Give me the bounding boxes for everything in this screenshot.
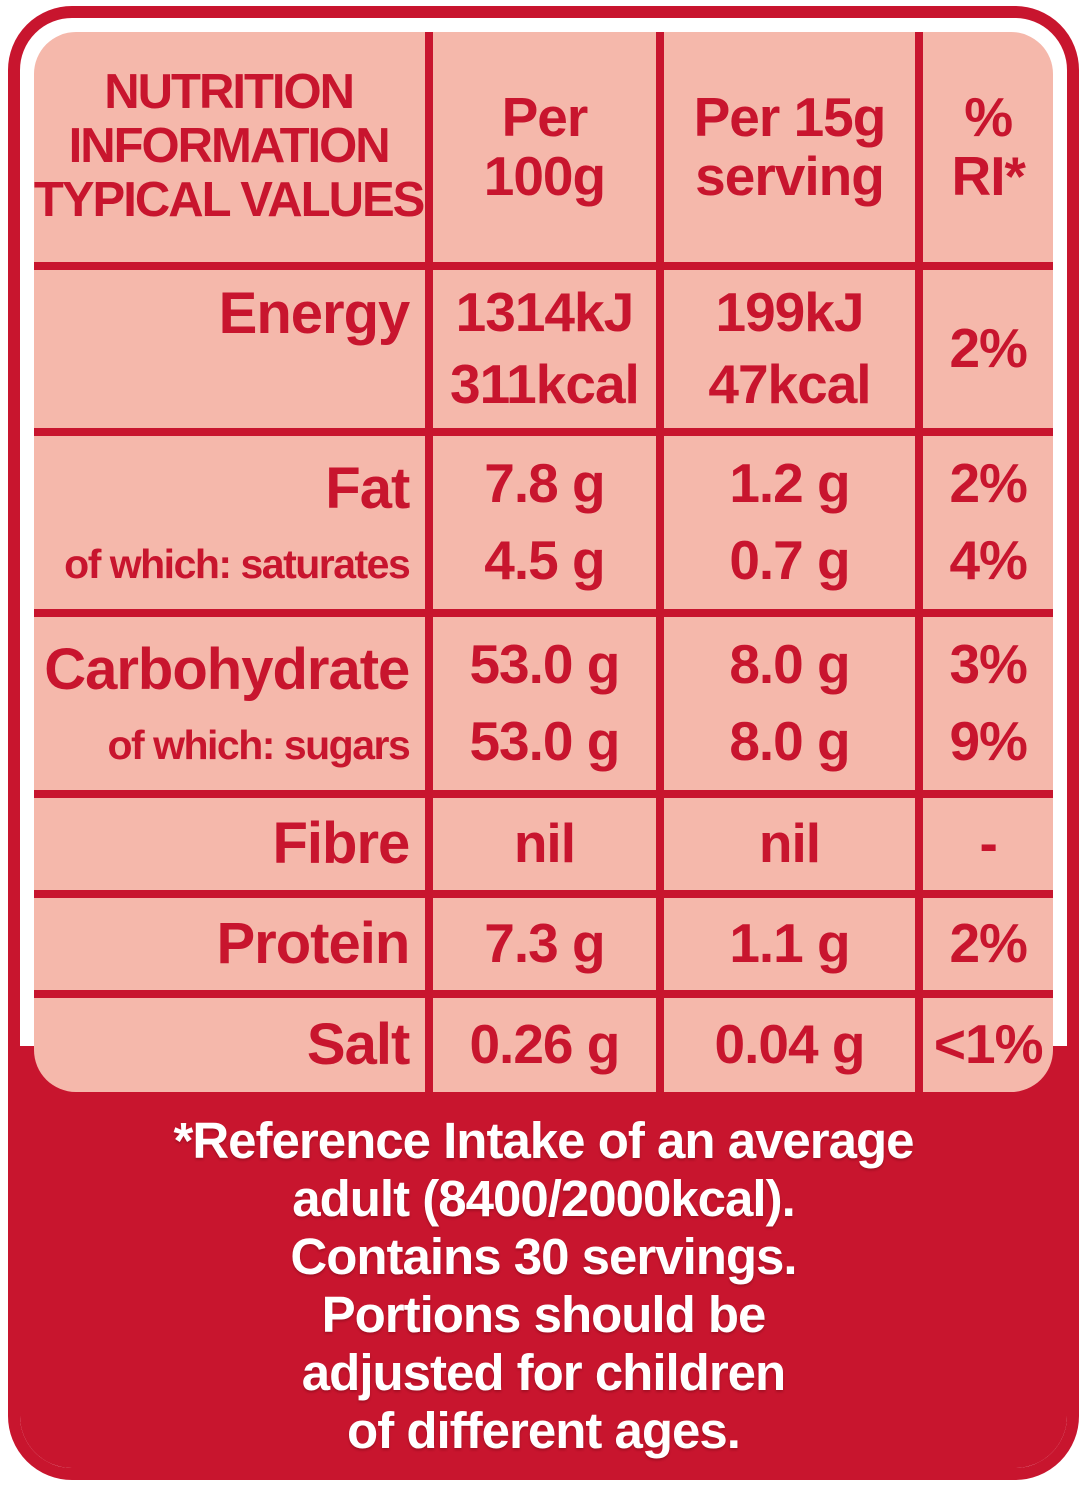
header-line: Per 15g bbox=[693, 85, 887, 148]
header-line: serving bbox=[695, 145, 885, 207]
value-line: 2% bbox=[949, 317, 1027, 380]
table-row-fibre: Fibre nil nil - bbox=[34, 790, 1053, 890]
header-line: % bbox=[964, 85, 1013, 148]
value-per-serving: 0.04 g bbox=[655, 998, 916, 1092]
row-label: Fat of which: saturates bbox=[34, 436, 425, 609]
value-per-serving: 1.1 g bbox=[655, 898, 916, 990]
value-per-100g: 7.8 g 4.5 g bbox=[425, 436, 655, 609]
value-line: 7.3 g bbox=[484, 912, 605, 975]
value-line: 4.5 g bbox=[484, 529, 605, 592]
value-percent-ri: <1% bbox=[915, 998, 1053, 1092]
header-line: NUTRITION bbox=[104, 65, 355, 120]
value-line: 3% bbox=[949, 633, 1027, 696]
value-line: 8.0 g bbox=[729, 633, 850, 696]
value-per-100g: 0.26 g bbox=[425, 998, 655, 1092]
value-line: - bbox=[979, 812, 998, 875]
value-line: 8.0 g bbox=[729, 710, 850, 773]
table-row-salt: Salt 0.26 g 0.04 g <1% bbox=[34, 990, 1053, 1092]
value-line: 0.26 g bbox=[469, 1013, 620, 1076]
header-percent-ri: % RI* bbox=[915, 32, 1053, 262]
value-line: 2% bbox=[949, 452, 1027, 515]
row-label: Energy bbox=[34, 270, 425, 428]
value-percent-ri: 3% 9% bbox=[915, 617, 1053, 790]
value-percent-ri: 2% bbox=[915, 270, 1053, 428]
value-line: 2% bbox=[949, 912, 1027, 975]
value-line: 1314kJ bbox=[455, 281, 635, 344]
header-line: RI* bbox=[951, 145, 1025, 207]
value-per-serving: 199kJ 47kcal bbox=[655, 270, 916, 428]
value-line: 7.8 g bbox=[484, 452, 605, 515]
footnote-line: Portions should be bbox=[321, 1286, 767, 1343]
value-line: 53.0 g bbox=[469, 710, 620, 773]
header-line: INFORMATION bbox=[68, 119, 391, 174]
header-per-serving: Per 15g serving bbox=[655, 32, 916, 262]
footnote-line: adult (8400/2000kcal). bbox=[292, 1170, 795, 1227]
table-header-row: NUTRITION INFORMATION TYPICAL VALUES Per… bbox=[34, 32, 1053, 262]
header-line: TYPICAL VALUES bbox=[34, 172, 425, 227]
value-line: 47kcal bbox=[708, 353, 871, 416]
value-line: 1.2 g bbox=[729, 452, 850, 515]
table-row-protein: Protein 7.3 g 1.1 g 2% bbox=[34, 890, 1053, 990]
value-line: 1.1 g bbox=[729, 912, 850, 975]
value-per-serving: 8.0 g 8.0 g bbox=[655, 617, 916, 790]
value-per-serving: 1.2 g 0.7 g bbox=[655, 436, 916, 609]
value-line: 53.0 g bbox=[469, 633, 620, 696]
value-per-100g: 1314kJ 311kcal bbox=[425, 270, 655, 428]
header-per-100g: Per 100g bbox=[425, 32, 655, 262]
nutrient-subname: of which: sugars bbox=[107, 721, 411, 768]
footnote: *Reference Intake of an average adult (8… bbox=[20, 1112, 1067, 1460]
row-label: Protein bbox=[34, 898, 425, 990]
value-line: 311kcal bbox=[450, 353, 640, 416]
footnote-line: adjusted for children bbox=[301, 1344, 786, 1401]
header-typical-values: NUTRITION INFORMATION TYPICAL VALUES bbox=[34, 32, 425, 262]
value-line: 199kJ bbox=[715, 281, 865, 344]
nutrient-name: Fat bbox=[325, 456, 410, 522]
value-percent-ri: 2% 4% bbox=[915, 436, 1053, 609]
value-per-serving: nil bbox=[655, 798, 916, 890]
nutrient-name: Energy bbox=[218, 281, 411, 346]
label-card: NUTRITION INFORMATION TYPICAL VALUES Per… bbox=[8, 6, 1079, 1480]
table-row-energy: Energy 1314kJ 311kcal 199kJ 47kcal 2% bbox=[34, 262, 1053, 428]
value-line: 4% bbox=[949, 529, 1027, 592]
header-line: Per bbox=[501, 85, 589, 148]
value-line: nil bbox=[513, 812, 576, 875]
table-row-carbohydrate: Carbohydrate of which: sugars 53.0 g 53.… bbox=[34, 609, 1053, 790]
table-row-fat: Fat of which: saturates 7.8 g 4.5 g 1.2 … bbox=[34, 428, 1053, 609]
nutrient-name: Carbohydrate bbox=[44, 637, 410, 703]
footnote-line: of different ages. bbox=[347, 1402, 741, 1459]
nutrient-name: Protein bbox=[216, 910, 410, 976]
row-label: Carbohydrate of which: sugars bbox=[34, 617, 425, 790]
value-percent-ri: 2% bbox=[915, 898, 1053, 990]
value-per-100g: 7.3 g bbox=[425, 898, 655, 990]
footnote-line: *Reference Intake of an average bbox=[173, 1112, 914, 1169]
value-percent-ri: - bbox=[915, 798, 1053, 890]
nutrient-name: Fibre bbox=[272, 810, 410, 876]
value-line: nil bbox=[758, 812, 821, 875]
row-label: Salt bbox=[34, 998, 425, 1092]
header-line: 100g bbox=[483, 145, 606, 207]
row-label: Fibre bbox=[34, 798, 425, 890]
footnote-line: Contains 30 servings. bbox=[290, 1228, 797, 1285]
nutrition-table: NUTRITION INFORMATION TYPICAL VALUES Per… bbox=[34, 32, 1053, 1092]
nutrient-subname: of which: saturates bbox=[64, 540, 411, 587]
value-per-100g: nil bbox=[425, 798, 655, 890]
footer-background bbox=[20, 1046, 1067, 1468]
value-per-100g: 53.0 g 53.0 g bbox=[425, 617, 655, 790]
value-line: 0.7 g bbox=[729, 529, 850, 592]
value-line: <1% bbox=[933, 1013, 1044, 1076]
value-line: 9% bbox=[949, 710, 1027, 773]
value-line: 0.04 g bbox=[714, 1013, 866, 1076]
nutrient-name: Salt bbox=[306, 1011, 410, 1077]
